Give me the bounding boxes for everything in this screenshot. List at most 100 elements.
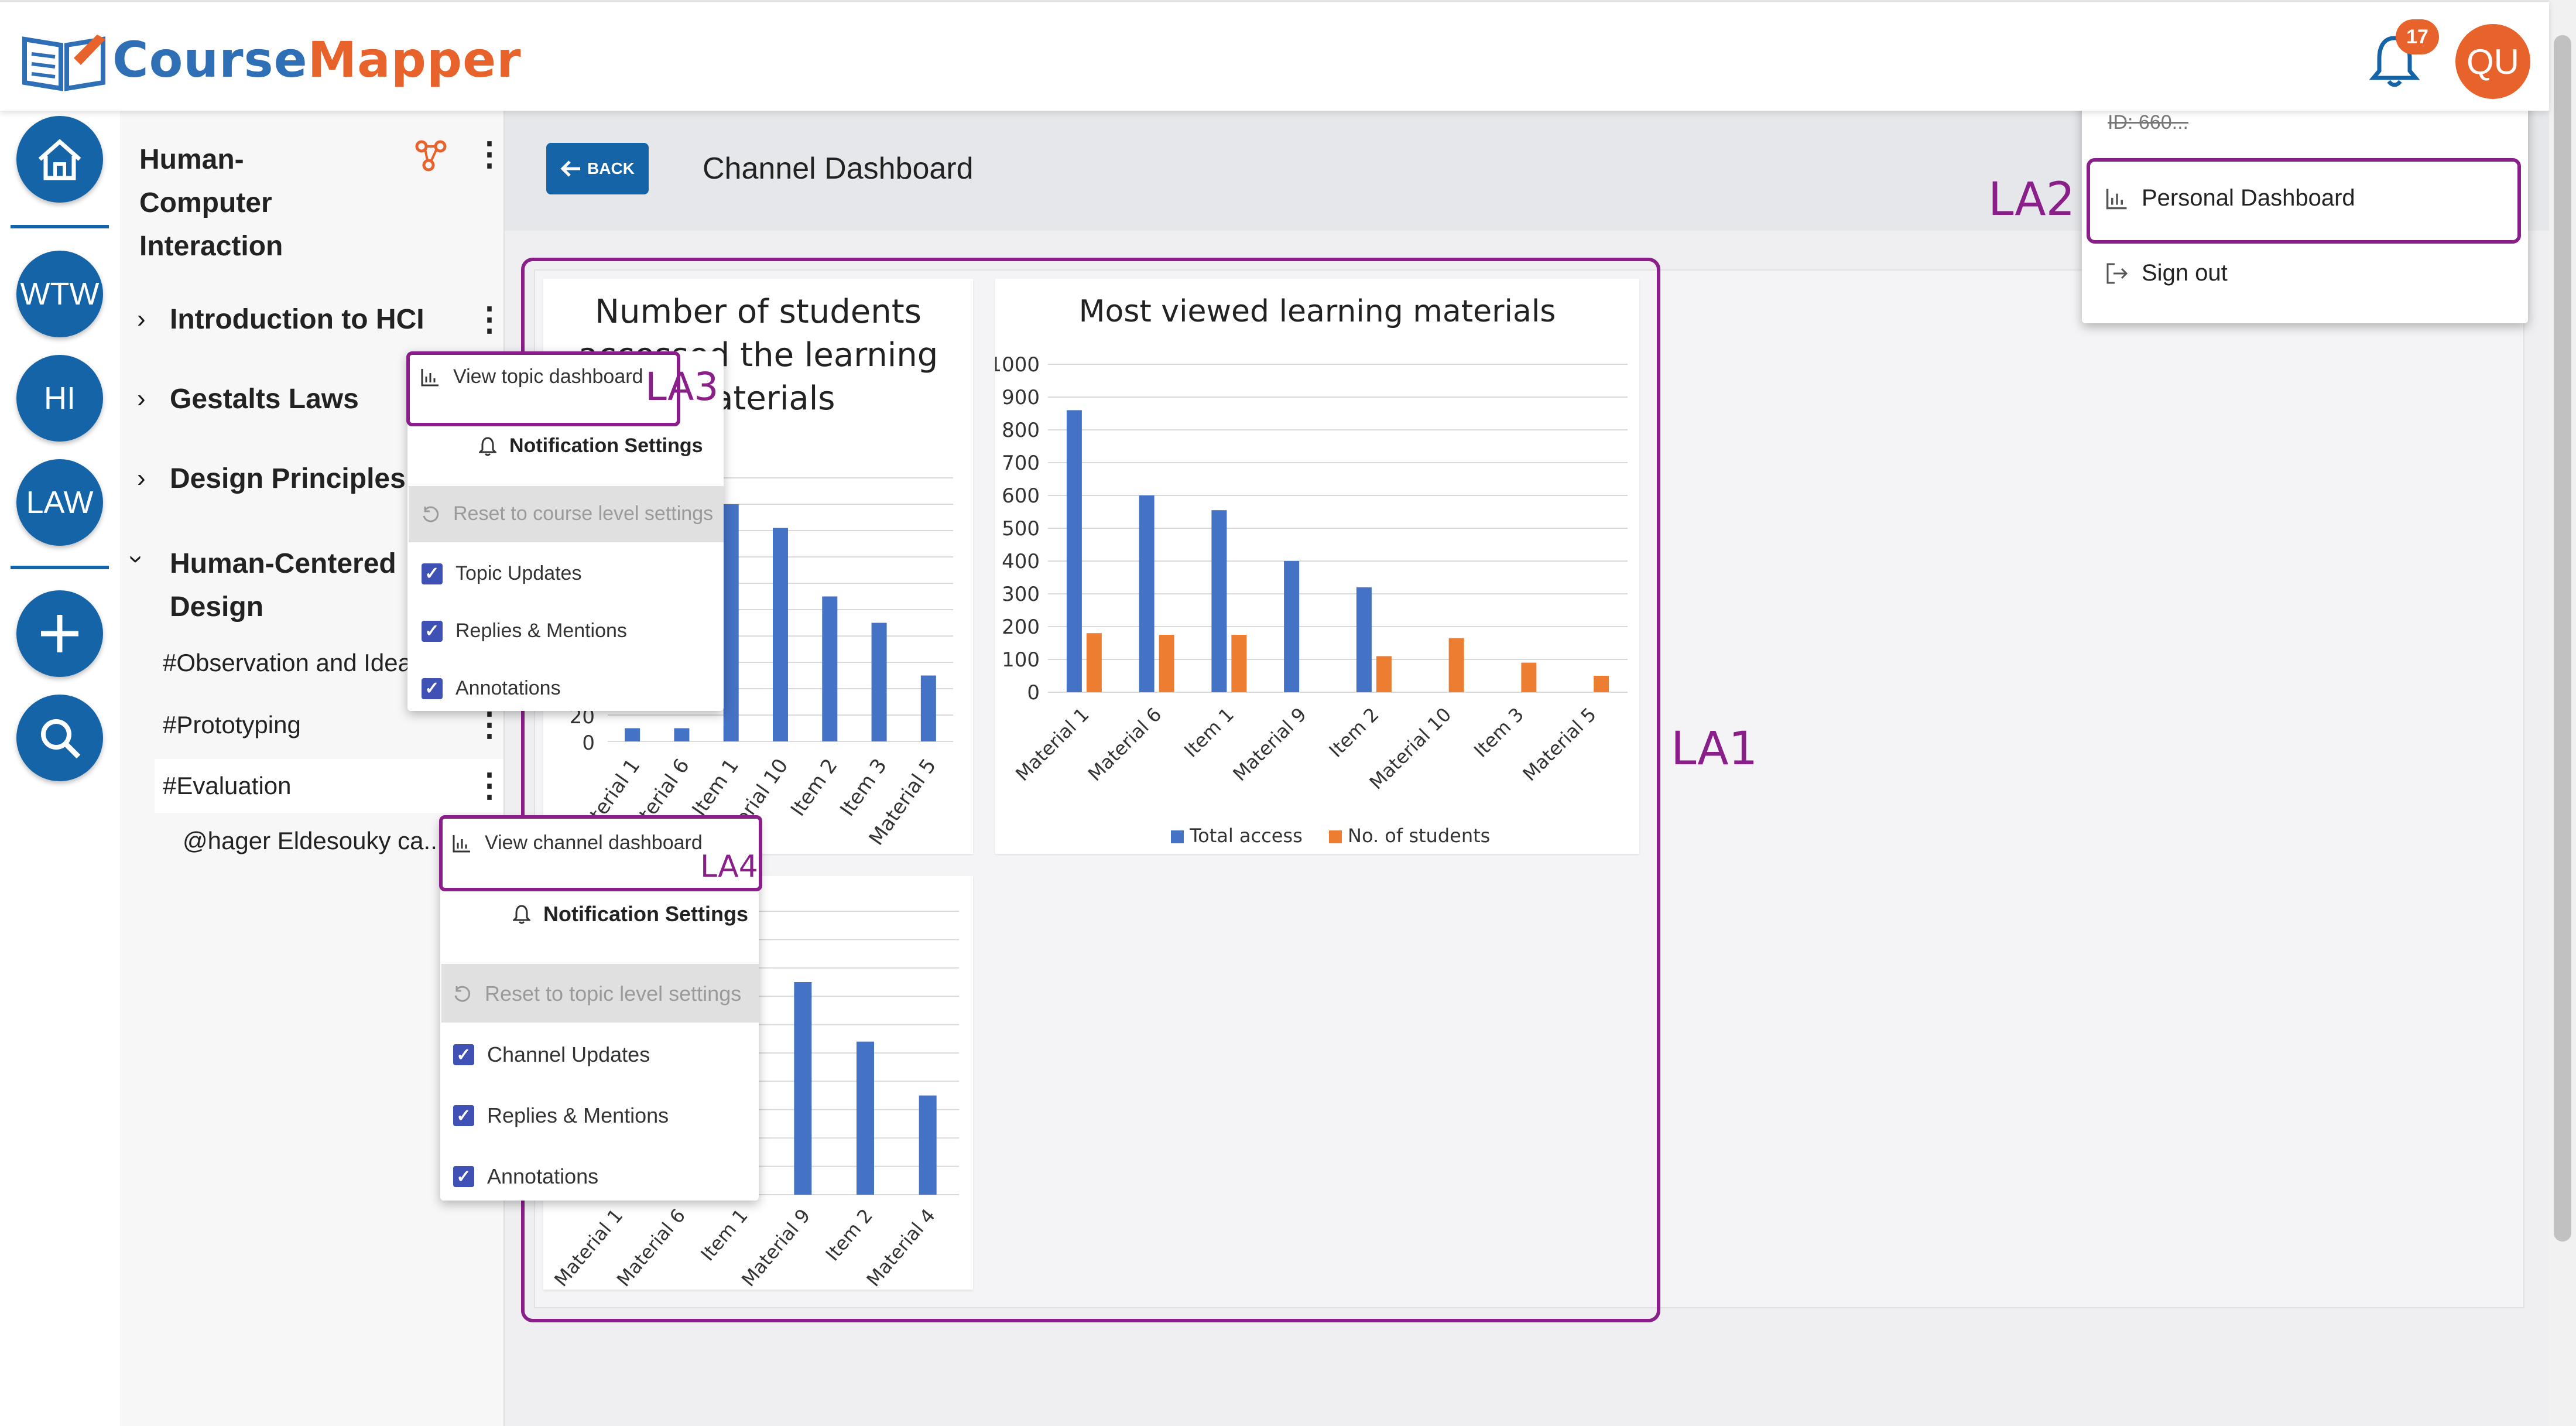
bar-no-of-students [1521,662,1537,692]
channel-annotations-checkbox[interactable]: ✓ Annotations [453,1164,598,1189]
user-avatar[interactable]: QU [2455,24,2530,99]
y-tick-label: 900 [1002,386,1040,409]
scrollbar-thumb[interactable] [2554,35,2571,1242]
course-button-wtw[interactable]: WTW [16,251,103,337]
channel-updates-checkbox[interactable]: ✓ Channel Updates [453,1042,650,1067]
top-bar: CourseMapper 17 QU [0,0,2549,111]
bar-chart-icon [421,368,439,386]
bar [773,528,788,741]
topic-introduction-to-hci[interactable]: Introduction to HCI [170,304,424,335]
y-tick-label: 300 [1002,583,1040,606]
la1-label: LA1 [1671,723,1758,775]
topic-annotations-checkbox[interactable]: ✓ Annotations [422,677,561,700]
bar-chart-icon [453,835,470,852]
channel-evaluation[interactable]: #Evaluation [163,772,292,799]
legend-label: Total access [1189,825,1303,847]
y-tick-label: 800 [1002,419,1040,442]
channel-prototyping[interactable]: #Prototyping [163,711,301,738]
search-button[interactable] [16,695,103,781]
bar [674,728,690,741]
bar-total-access [1139,495,1155,692]
y-tick-label: 700 [1002,452,1040,475]
sign-out-item[interactable]: Sign out [2105,260,2228,286]
la3-highlight-box [406,351,680,426]
bar-chart-icon [2106,189,2127,209]
home-button[interactable] [16,116,103,203]
channel-replies-mentions-checkbox[interactable]: ✓ Replies & Mentions [453,1103,669,1128]
home-icon [38,139,81,180]
topic-updates-checkbox[interactable]: ✓ Topic Updates [422,562,581,585]
channel-notification-settings-heading: Notification Settings [513,902,748,926]
chevron-right-icon[interactable]: › [137,464,146,493]
add-course-button[interactable] [16,590,103,677]
channel-more-menu-icon[interactable]: ⋮ [473,706,506,743]
notification-count-badge: 17 [2396,19,2439,54]
topic-human-centered-design[interactable]: Human-Centered Design [170,548,396,623]
checkmark-icon: ✓ [422,563,443,584]
annotation-item[interactable]: @hager Eldesouky ca... [183,827,444,854]
reset-icon [454,986,471,1002]
checkmark-icon: ✓ [422,678,443,699]
legend-swatch [1329,830,1342,843]
topic-reset-row[interactable] [409,486,724,542]
bar [625,728,640,741]
legend-label: No. of students [1348,825,1490,847]
y-tick-label: 600 [1002,484,1040,508]
bar [794,982,812,1195]
bar-no-of-students [1086,633,1102,692]
view-topic-dashboard-item[interactable]: View topic dashboard [420,365,643,388]
channel-selected-highlight [155,759,503,813]
y-tick-label: 500 [1002,517,1040,541]
rail-divider [11,566,109,569]
book-logo-icon [22,35,105,91]
sign-out-icon [2106,263,2128,283]
channel-more-menu-icon[interactable]: ⋮ [473,767,506,803]
y-tick-label: 100 [1002,648,1040,672]
chart-most-viewed: 01002003004005006007008009001000Material… [995,353,1628,847]
bell-icon [513,905,530,924]
course-button-law[interactable]: LAW [16,459,103,546]
channel-reset-row[interactable] [441,964,759,1023]
reset-to-course-level-item[interactable]: Reset to course level settings [420,502,713,525]
reset-icon [423,506,439,522]
y-tick-label: 0 [582,731,595,755]
topic-notification-settings-heading: Notification Settings [479,435,703,457]
la4-highlight-box [439,815,762,891]
knowledge-graph-icon[interactable] [413,138,448,173]
user-id-item: ID: 660... [2108,111,2188,134]
arrow-left-icon [560,160,581,177]
channel-observation-and-idea[interactable]: #Observation and Idea [163,649,412,676]
plus-icon [41,615,78,652]
bar [723,504,739,741]
topic-more-menu-icon[interactable]: ⋮ [473,300,506,337]
legend-swatch [1171,830,1184,843]
reset-to-topic-level-item[interactable]: Reset to topic level settings [452,982,741,1006]
bar-total-access [1284,561,1300,692]
la1-highlight-box [521,258,1660,1322]
chevron-right-icon[interactable]: › [137,305,146,333]
brand-logo-text[interactable]: CourseMapper [112,31,522,88]
bar-no-of-students [1376,656,1392,692]
chart-title: Most viewed learning materials [1078,294,1556,329]
course-button-hi[interactable]: HI [16,355,103,442]
topic-design-principles[interactable]: Design Principles [170,463,406,494]
chart-card-most-viewed: Most viewed learning materials 0 100 200 30… [995,279,1639,854]
chevron-right-icon[interactable]: › [137,384,146,413]
topic-replies-mentions-checkbox[interactable]: ✓ Replies & Mentions [422,620,627,642]
la2-label: LA2 [1988,173,2075,226]
la3-label: LA3 [645,364,719,409]
course-title: Human- Computer Interaction [139,144,283,262]
course-more-menu-icon[interactable]: ⋮ [473,135,506,172]
checkmark-icon: ✓ [453,1105,474,1126]
view-channel-dashboard-item[interactable]: View channel dashboard [452,832,703,854]
personal-dashboard-item[interactable]: Personal Dashboard [2105,185,2355,211]
la4-label: LA4 [700,849,758,884]
y-tick-label: 0 [1027,681,1040,705]
back-button[interactable]: BACK [546,143,649,194]
chevron-down-icon[interactable]: › [122,555,152,564]
bell-icon [479,436,496,456]
bar-total-access [1066,410,1082,692]
topic-gestalts-laws[interactable]: Gestalts Laws [170,384,359,415]
